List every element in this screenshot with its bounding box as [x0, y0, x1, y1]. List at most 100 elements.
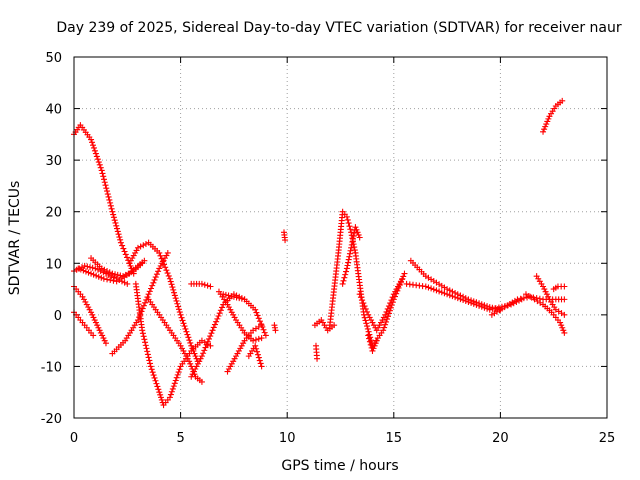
data-point — [97, 329, 104, 336]
data-point — [238, 342, 245, 349]
data-point — [253, 345, 260, 352]
data-point — [228, 309, 235, 316]
data-point — [343, 213, 350, 220]
data-point — [93, 153, 100, 160]
data-point — [88, 270, 95, 277]
data-point — [183, 328, 190, 335]
data-point — [179, 317, 186, 324]
data-point — [166, 275, 173, 282]
data-point — [125, 270, 132, 277]
data-point — [272, 327, 279, 334]
data-point — [77, 266, 84, 273]
data-point — [186, 358, 193, 365]
data-point — [476, 302, 483, 309]
data-point — [161, 255, 168, 262]
data-point — [388, 297, 395, 304]
data-point — [540, 128, 547, 135]
series-track-25 — [365, 332, 380, 354]
data-point — [392, 288, 399, 295]
data-point — [397, 278, 404, 285]
data-point — [387, 300, 394, 307]
data-point — [462, 297, 469, 304]
data-point — [517, 295, 524, 302]
data-point — [128, 269, 135, 276]
series-track-18 — [281, 229, 289, 244]
data-point — [346, 223, 353, 230]
data-point — [234, 350, 241, 357]
data-point — [109, 270, 116, 277]
data-point — [378, 319, 385, 326]
data-point — [117, 236, 124, 243]
data-point — [256, 318, 263, 325]
data-point — [346, 250, 353, 257]
data-point — [230, 293, 237, 300]
data-point — [481, 304, 488, 311]
data-point — [152, 377, 159, 384]
data-point — [258, 321, 265, 328]
data-point — [384, 313, 391, 320]
data-point — [369, 319, 376, 326]
series-track-20 — [312, 342, 321, 362]
data-point — [395, 283, 402, 290]
data-point — [147, 360, 154, 367]
data-point — [542, 288, 549, 295]
series-track-1 — [71, 122, 137, 277]
data-point — [260, 326, 267, 333]
data-point — [343, 268, 350, 275]
data-point — [140, 333, 147, 340]
data-point — [207, 342, 214, 349]
data-point — [122, 271, 129, 278]
data-point — [139, 260, 146, 267]
data-point — [123, 254, 130, 261]
data-point — [159, 258, 166, 265]
data-point — [371, 342, 378, 349]
data-point — [559, 324, 566, 331]
data-point — [345, 256, 352, 263]
data-point — [97, 164, 104, 171]
series-track-32 — [540, 97, 566, 135]
data-point — [116, 234, 123, 241]
data-point — [163, 267, 170, 274]
data-point — [365, 311, 372, 318]
data-point — [198, 378, 205, 385]
data-point — [258, 363, 265, 370]
data-point — [120, 245, 127, 252]
data-point — [151, 276, 158, 283]
data-point — [348, 229, 355, 236]
data-point — [363, 320, 370, 327]
data-point — [152, 274, 159, 281]
data-point — [349, 235, 356, 242]
data-point — [514, 296, 521, 303]
data-point — [169, 385, 176, 392]
data-point — [94, 156, 101, 163]
data-point — [174, 371, 181, 378]
data-point — [189, 371, 196, 378]
data-point — [428, 285, 435, 292]
data-point — [121, 279, 128, 286]
y-tick-label: 30 — [45, 154, 62, 169]
x-tick-label: 10 — [279, 431, 296, 446]
data-point — [85, 304, 92, 311]
data-point — [171, 292, 178, 299]
data-point — [162, 264, 169, 271]
data-point — [190, 368, 197, 375]
data-point — [84, 263, 91, 270]
data-point — [256, 357, 263, 364]
series-track-6 — [88, 255, 146, 280]
data-point — [122, 251, 129, 258]
data-point — [96, 327, 103, 334]
data-point — [106, 196, 113, 203]
data-point — [173, 374, 180, 381]
data-point — [94, 322, 101, 329]
data-point — [345, 220, 352, 227]
data-point — [103, 185, 110, 192]
data-point — [145, 354, 152, 361]
data-point — [193, 363, 200, 370]
data-point — [230, 311, 237, 318]
data-point — [155, 386, 162, 393]
data-point — [353, 226, 360, 233]
axis-ticks: 0 5 10 15 20 25 -20 -10 0 10 20 30 40 50 — [41, 51, 616, 446]
data-point — [255, 354, 262, 361]
data-point — [163, 252, 170, 259]
data-point — [145, 291, 152, 298]
